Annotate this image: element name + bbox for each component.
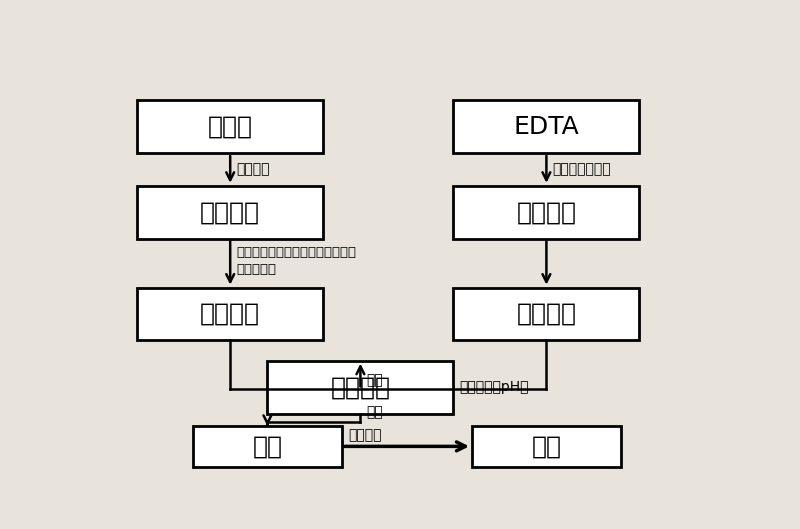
Text: 魈搅拌溶解: 魈搅拌溶解 — [237, 263, 277, 276]
Bar — [454, 186, 639, 239]
Text: 粉末: 粉末 — [253, 434, 282, 458]
Text: 混合: 混合 — [366, 373, 383, 387]
Text: 澄清溶液: 澄清溶液 — [200, 200, 260, 224]
Bar — [193, 426, 342, 467]
Text: 加鵬酸鐵、硭酸鐵、硭酸鹂、硭酸: 加鵬酸鐵、硭酸鐵、硭酸鹂、硭酸 — [237, 247, 357, 259]
Bar — [138, 100, 323, 153]
Bar — [267, 361, 454, 414]
Bar — [138, 288, 323, 341]
Text: 柠檬酸: 柠檬酸 — [208, 115, 253, 139]
Text: 干燥: 干燥 — [366, 405, 383, 419]
Text: 澄清溶液: 澄清溶液 — [517, 200, 576, 224]
Text: 用氨水调节pH値: 用氨水调节pH値 — [459, 380, 529, 394]
Bar — [454, 100, 639, 153]
Bar — [454, 288, 639, 341]
Text: 澄清溶液: 澄清溶液 — [200, 302, 260, 326]
Text: 陶瓷: 陶瓷 — [531, 434, 562, 458]
Text: 澄清溶液: 澄清溶液 — [517, 302, 576, 326]
Bar — [472, 426, 621, 467]
Text: 压片烧结: 压片烧结 — [348, 428, 382, 442]
Text: 澄清溶液: 澄清溶液 — [330, 375, 390, 399]
Bar — [138, 186, 323, 239]
Text: EDTA: EDTA — [514, 115, 579, 139]
Text: 超声溶解: 超声溶解 — [237, 162, 270, 176]
Text: 加氨水超声溶解: 加氨水超声溶解 — [553, 162, 611, 176]
